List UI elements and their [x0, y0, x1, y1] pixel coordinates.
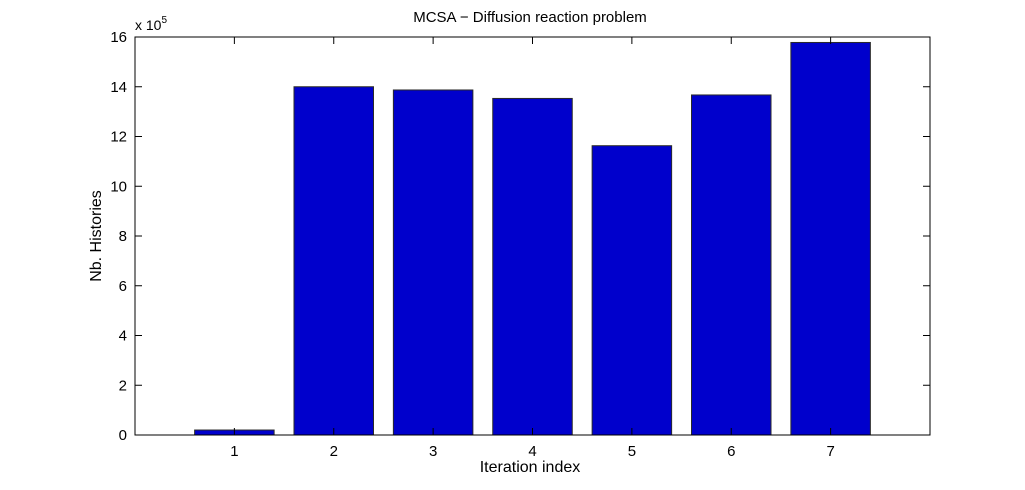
x-ticks-group: 1 2 3 4 5 6 7: [230, 37, 835, 460]
y-tick-label: 8: [119, 228, 127, 245]
x-tick-label: 3: [429, 443, 437, 460]
bar-6: [691, 94, 772, 436]
y-tick-label: 4: [119, 328, 127, 345]
x-tick-label: 7: [826, 443, 834, 460]
bar-3: [392, 89, 474, 436]
bar-7: [790, 41, 871, 436]
bar-5: [591, 145, 673, 436]
y-tick-label: 10: [110, 178, 127, 195]
x-tick-label: 2: [330, 443, 338, 460]
y-tick-label: 16: [110, 29, 127, 46]
bar-4: [492, 97, 573, 436]
bars-group: [194, 41, 871, 436]
y-multiplier-base: x 10: [135, 17, 162, 33]
y-multiplier: x 105: [135, 15, 167, 33]
y-axis-label: Nb. Histories: [88, 190, 105, 282]
y-tick-label: 6: [119, 278, 127, 295]
x-axis-label: Iteration index: [480, 459, 581, 476]
x-tick-label: 5: [628, 443, 636, 460]
x-tick-label: 4: [528, 443, 536, 460]
y-multiplier-exponent: 5: [161, 15, 167, 26]
y-tick-label: 0: [119, 427, 127, 444]
y-tick-label: 14: [110, 79, 127, 96]
y-tick-label: 2: [119, 377, 127, 394]
x-tick-label: 1: [230, 443, 238, 460]
x-tick-label: 6: [727, 443, 735, 460]
y-tick-label: 12: [110, 129, 127, 146]
chart-title: MCSA − Diffusion reaction problem: [413, 9, 647, 26]
bar-2: [293, 86, 374, 436]
y-ticks-group: 0 2 4 6 8 10 12 14 16: [110, 29, 930, 444]
